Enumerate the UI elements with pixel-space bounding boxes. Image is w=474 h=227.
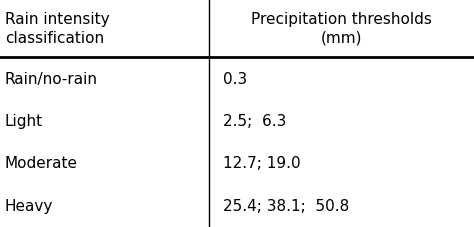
Text: Rain intensity
classification: Rain intensity classification [5,12,109,46]
Text: Precipitation thresholds
(mm): Precipitation thresholds (mm) [251,12,432,46]
Text: Light: Light [5,114,43,128]
Text: 2.5;  6.3: 2.5; 6.3 [223,114,286,128]
Text: Heavy: Heavy [5,198,53,213]
Text: 12.7; 19.0: 12.7; 19.0 [223,155,301,170]
Text: Moderate: Moderate [5,155,78,170]
Text: 0.3: 0.3 [223,72,247,86]
Text: 25.4; 38.1;  50.8: 25.4; 38.1; 50.8 [223,198,349,213]
Text: Rain/no-rain: Rain/no-rain [5,72,98,86]
